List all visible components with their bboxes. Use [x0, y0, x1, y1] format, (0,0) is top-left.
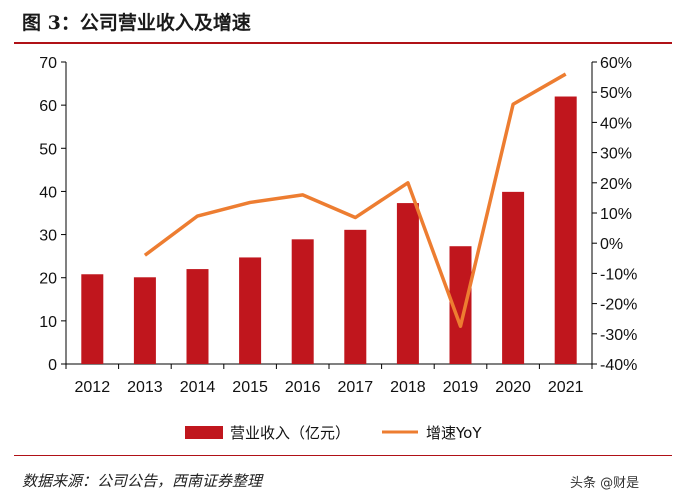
left-tick-label: 70 [39, 55, 57, 72]
revenue-bar [81, 274, 104, 364]
x-tick-label: 2014 [180, 379, 216, 396]
chart-legend: 营业收入（亿元） 增速YoY [185, 424, 482, 442]
x-tick-label: 2020 [495, 379, 531, 396]
left-tick-label: 30 [39, 228, 57, 245]
revenue-bar [396, 203, 419, 364]
right-tick-label: 60% [600, 55, 632, 72]
growth-line [143, 72, 567, 328]
x-tick-label: 2015 [232, 379, 268, 396]
right-tick-label: -10% [600, 266, 637, 283]
revenue-bar [554, 96, 577, 364]
left-tick-label: 10 [39, 314, 57, 331]
left-tick-label: 20 [39, 271, 57, 288]
chart-axes: 0 10 20 30 40 50 60 70 -40% -30% -20% -10% 0% 10% 20% 3… [39, 55, 637, 396]
right-tick-label: 30% [600, 146, 632, 163]
right-tick-label: 20% [600, 176, 632, 193]
revenue-bar [344, 229, 367, 364]
revenue-bar [502, 191, 525, 364]
revenue-bars [81, 96, 577, 364]
legend-label-growth: 增速YoY [426, 424, 482, 442]
footer-divider [14, 455, 672, 456]
left-tick-label: 40 [39, 184, 57, 201]
x-tick-label: 2016 [285, 379, 321, 396]
left-tick-label: 60 [39, 98, 57, 115]
revenue-bar [133, 277, 156, 364]
legend-label-revenue: 营业收入（亿元） [230, 424, 350, 442]
right-tick-label: 50% [600, 85, 632, 102]
revenue-bar [291, 239, 314, 364]
x-tick-label: 2017 [338, 379, 374, 396]
revenue-bar [239, 257, 262, 364]
x-tick-label: 2019 [443, 379, 479, 396]
revenue-growth-chart: 0 10 20 30 40 50 60 70 -40% -30% -20% -10% 0% 10% 20% 3… [39, 55, 637, 442]
right-tick-label: -40% [600, 357, 637, 374]
x-tick-label: 2018 [390, 379, 426, 396]
right-tick-label: -30% [600, 327, 637, 344]
watermark-text: 头条 @财是 [570, 476, 640, 491]
source-note: 数据来源：公司公告，西南证券整理 [22, 472, 263, 490]
x-tick-label: 2021 [548, 379, 584, 396]
x-tick-label: 2012 [75, 379, 111, 396]
figure-title: 图 3：公司营业收入及增速 [22, 12, 251, 34]
revenue-bar [186, 269, 209, 364]
x-tick-label: 2013 [127, 379, 163, 396]
right-tick-label: 10% [600, 206, 632, 223]
left-tick-label: 50 [39, 141, 57, 158]
left-tick-label: 0 [48, 357, 57, 374]
right-tick-label: 40% [600, 115, 632, 132]
legend-swatch-revenue [185, 426, 223, 439]
right-tick-label: 0% [600, 236, 623, 253]
right-tick-label: -20% [600, 297, 637, 314]
title-divider [14, 42, 672, 44]
revenue-bar [449, 246, 472, 364]
